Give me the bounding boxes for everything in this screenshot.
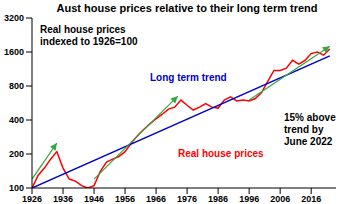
svg-text:100: 100 [9, 183, 24, 193]
svg-text:2016: 2016 [301, 194, 321, 204]
svg-text:3200: 3200 [8, 13, 24, 23]
html-text:Real house prices: Real house prices [178, 148, 264, 159]
svg-text:800: 800 [9, 81, 24, 91]
svg-text:1936: 1936 [53, 194, 73, 204]
html-text:Real house prices indexed to 1: Real house prices indexed to 1926=100 [40, 24, 138, 47]
svg-text:200: 200 [9, 149, 24, 159]
svg-text:2006: 2006 [270, 194, 290, 204]
svg-text:1926: 1926 [22, 194, 42, 204]
svg-text:1946: 1946 [84, 194, 104, 204]
svg-text:1600: 1600 [8, 47, 24, 57]
svg-text:1966: 1966 [146, 194, 166, 204]
svg-text:1996: 1996 [239, 194, 259, 204]
html-text:Aust house prices relative to: Aust house prices relative to their long… [56, 2, 318, 14]
svg-text:1976: 1976 [177, 194, 197, 204]
svg-text:1956: 1956 [115, 194, 135, 204]
html-text:Long term trend: Long term trend [150, 72, 227, 83]
svg-text:1986: 1986 [208, 194, 228, 204]
svg-text:400: 400 [9, 115, 24, 125]
html-text:15% above trend by June 2022: 15% above trend by June 2022 [284, 112, 336, 147]
